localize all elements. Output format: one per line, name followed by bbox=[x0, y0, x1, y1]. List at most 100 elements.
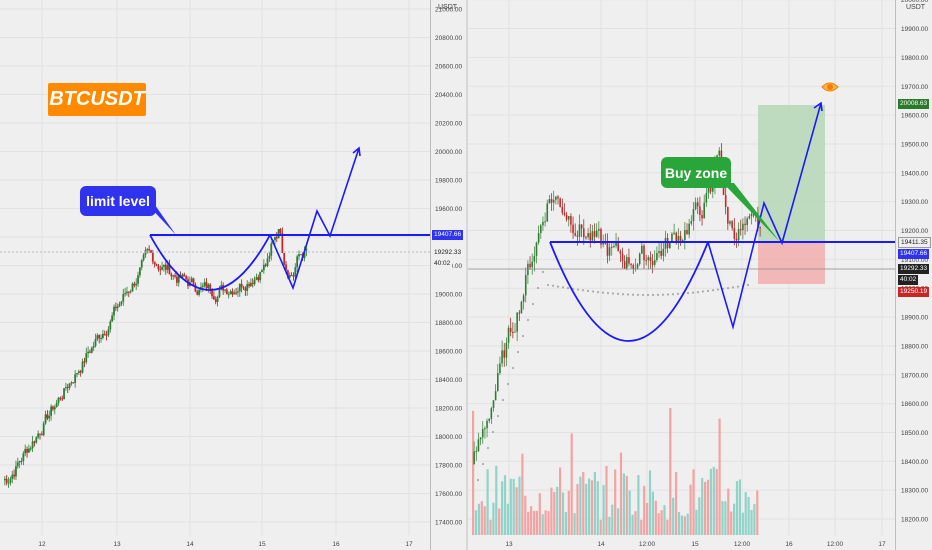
right-candle-body bbox=[610, 246, 613, 248]
right-volume-bar bbox=[518, 476, 521, 535]
left-price-tick: 17600.00 bbox=[435, 491, 462, 498]
left-price-axis[interactable] bbox=[430, 0, 431, 550]
right-ma-dot bbox=[491, 430, 495, 434]
left-candle-body bbox=[238, 283, 241, 292]
right-price-axis[interactable] bbox=[895, 0, 896, 550]
right-candle-body bbox=[615, 241, 617, 247]
left-candle-body bbox=[192, 278, 195, 285]
left-candle-body bbox=[15, 466, 17, 477]
right-candle-body bbox=[490, 408, 493, 419]
right-volume-bar bbox=[744, 492, 747, 535]
right-candle-body bbox=[660, 250, 662, 256]
left-candle-body bbox=[74, 374, 77, 383]
left-chart-panel[interactable]: 21000.00 20800.00 20600.00 20400.00 20200.00… bbox=[0, 0, 466, 550]
eye-icon[interactable] bbox=[821, 80, 839, 94]
left-candle-body bbox=[170, 274, 173, 277]
left-candle-body bbox=[225, 289, 228, 295]
right-candle-body bbox=[550, 199, 553, 203]
right-volume-bar bbox=[474, 510, 478, 535]
right-candle-body bbox=[669, 242, 671, 248]
right-candle-body bbox=[724, 194, 727, 207]
left-countdown-label: 40:02 bbox=[432, 259, 453, 269]
right-candle-body bbox=[621, 253, 624, 262]
right-volume-bar bbox=[483, 506, 486, 535]
left-candle-body bbox=[213, 296, 215, 300]
right-price-tick: 19700.00 bbox=[901, 84, 928, 91]
right-volume-bar bbox=[646, 502, 649, 535]
right-candle-body bbox=[540, 225, 542, 234]
left-candle-body bbox=[59, 397, 62, 399]
left-candle-body bbox=[124, 293, 126, 295]
right-volume-bar bbox=[706, 479, 710, 535]
right-ma-dot bbox=[611, 292, 615, 295]
right-countdown-label: 40:02 bbox=[898, 275, 919, 285]
left-candle-body bbox=[287, 270, 289, 278]
right-ma-dot bbox=[481, 462, 485, 466]
left-candle-body bbox=[53, 407, 56, 410]
left-candle-body bbox=[151, 252, 154, 262]
right-candle-body bbox=[632, 264, 635, 269]
left-chart-canvas[interactable]: 21000.00 20800.00 20600.00 20400.00 20200.00… bbox=[0, 0, 466, 550]
left-candle-body bbox=[142, 254, 145, 261]
left-candle-body bbox=[235, 292, 237, 294]
left-price-tick: 20200.00 bbox=[435, 121, 462, 128]
left-candle-body bbox=[16, 462, 19, 467]
left-time-tick: 17 bbox=[405, 541, 413, 548]
left-candle-body bbox=[174, 275, 176, 277]
left-price-tick: 20400.00 bbox=[435, 92, 462, 99]
right-volume-bar bbox=[756, 490, 759, 535]
right-volume-bar bbox=[692, 469, 695, 535]
right-volume-bar bbox=[559, 467, 562, 535]
right-candle-body bbox=[727, 206, 729, 224]
left-candle-body bbox=[18, 461, 21, 463]
right-candle-body bbox=[606, 242, 609, 256]
right-volume-bar bbox=[747, 496, 750, 535]
left-candle-body bbox=[250, 282, 252, 287]
panel-divider[interactable] bbox=[466, 0, 468, 550]
right-volume-bar bbox=[544, 510, 547, 535]
right-currency-label: USDT bbox=[906, 4, 926, 11]
right-ma-dot bbox=[661, 293, 665, 296]
left-candle-body bbox=[133, 283, 136, 286]
right-volume-bar bbox=[509, 478, 512, 535]
right-candle-body bbox=[529, 263, 531, 268]
left-candle-body bbox=[9, 478, 12, 483]
right-volume-bar bbox=[701, 478, 704, 535]
left-candle-body bbox=[296, 256, 299, 268]
right-volume-bar bbox=[590, 480, 594, 535]
left-candle-body bbox=[181, 274, 184, 278]
right-volume-bar bbox=[588, 478, 591, 535]
right-volume-bar bbox=[651, 491, 654, 535]
right-candle-body bbox=[746, 218, 748, 226]
left-last-price-label: 19292.33 bbox=[432, 248, 464, 258]
right-candle-body bbox=[656, 253, 658, 261]
right-ma-dot bbox=[541, 270, 545, 274]
right-candle-body bbox=[718, 150, 721, 156]
left-candle-body bbox=[196, 291, 199, 295]
left-candle-body bbox=[164, 264, 167, 270]
right-candle-body bbox=[585, 237, 587, 239]
right-arrow-head bbox=[813, 101, 823, 112]
right-candle-body bbox=[617, 241, 619, 252]
right-volume-bar bbox=[573, 513, 576, 535]
right-volume-bar bbox=[515, 487, 518, 535]
right-ma-dot bbox=[606, 291, 610, 295]
left-candle-body bbox=[7, 482, 10, 484]
right-chart-canvas[interactable]: 20400.0020300.0020200.0020100.0020000.00… bbox=[468, 0, 932, 550]
left-candle-body bbox=[257, 277, 260, 281]
left-projection-path bbox=[269, 147, 360, 291]
right-candle-body bbox=[477, 439, 480, 452]
left-candle-body bbox=[100, 337, 102, 339]
left-candle-body bbox=[85, 353, 88, 363]
right-ma-dot bbox=[506, 382, 510, 386]
left-price-tick: 20800.00 bbox=[435, 35, 462, 42]
right-candle-body bbox=[583, 228, 585, 238]
right-volume-bar bbox=[567, 490, 570, 535]
right-chart-panel[interactable]: 20400.0020300.0020200.0020100.0020000.00… bbox=[468, 0, 932, 550]
right-volume-bar bbox=[576, 483, 579, 535]
right-candle-body bbox=[692, 209, 695, 222]
right-candle-body bbox=[587, 233, 589, 238]
left-candle-body bbox=[166, 264, 169, 270]
right-ma-dot bbox=[516, 350, 520, 354]
right-candle-body bbox=[518, 312, 521, 314]
